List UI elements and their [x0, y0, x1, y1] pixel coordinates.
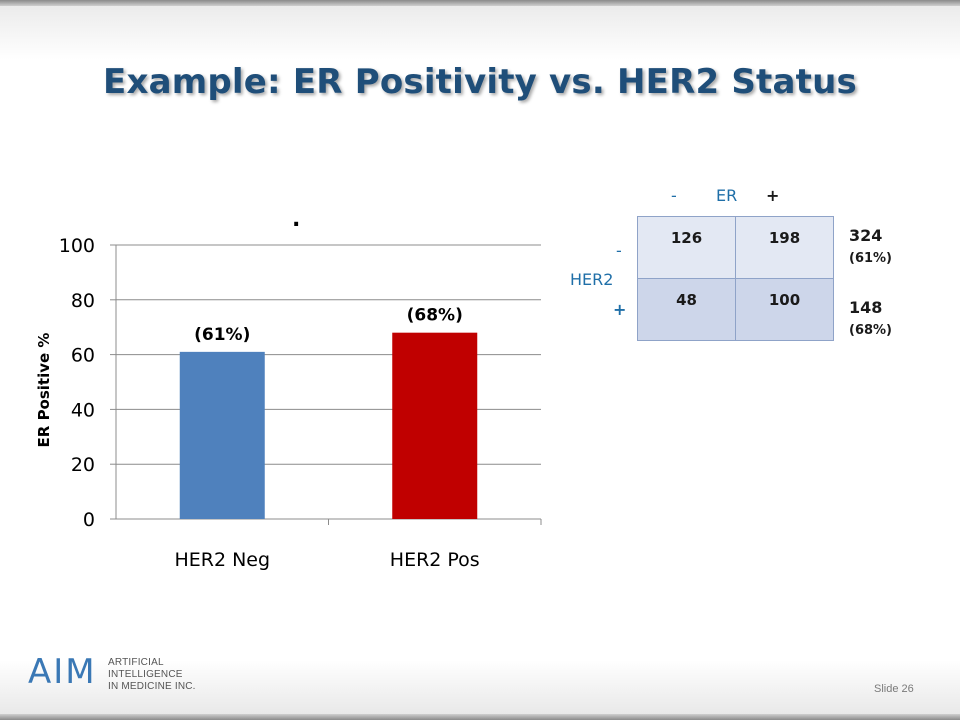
- x-category-label: HER2 Neg: [174, 549, 270, 571]
- x-axis-categories: HER2 Neg HER2 Pos: [174, 549, 479, 571]
- y-tick-label: 100: [59, 235, 95, 257]
- er-minus-header: -: [671, 186, 677, 205]
- bar: [392, 332, 478, 519]
- table-cell: 100: [735, 278, 834, 341]
- top-border: [0, 0, 960, 6]
- bottom-border: [0, 714, 960, 720]
- contingency-table: 126 198 48 100: [637, 216, 834, 341]
- row-total-percent: (68%): [849, 323, 892, 338]
- chart-data-labels: (61%) (68%): [194, 306, 463, 345]
- y-tick-label: 40: [71, 399, 95, 421]
- table-cell: 198: [735, 216, 834, 279]
- her2-minus-header: -: [616, 241, 622, 260]
- er-header-label: ER: [716, 186, 738, 205]
- aim-logo-mark: AIM: [28, 652, 97, 688]
- bar: [179, 351, 265, 519]
- x-category-label: HER2 Pos: [390, 549, 480, 571]
- logo-text: ARTIFICIAL INTELLIGENCE IN MEDICINE INC.: [108, 657, 196, 693]
- logo-line: INTELLIGENCE: [108, 669, 183, 680]
- her2-plus-header: +: [613, 300, 627, 319]
- table-cell: 48: [637, 278, 736, 341]
- logo-line: IN MEDICINE INC.: [108, 681, 196, 692]
- row-total-her2-neg: 324 (61%): [849, 226, 892, 266]
- chart-bars: [179, 332, 478, 519]
- slide-title: Example: ER Positivity vs. HER2 Status: [103, 62, 857, 102]
- row-total-count: 148: [849, 298, 883, 317]
- y-tick-label: 20: [71, 454, 95, 476]
- table-row: 126 198: [637, 216, 834, 279]
- y-axis-label: ER Positive %: [35, 333, 53, 448]
- her2-header-label: HER2: [570, 270, 614, 289]
- er-plus-header: +: [766, 186, 780, 205]
- stray-dot: .: [292, 207, 300, 232]
- y-axis-ticks: 0 20 40 60 80 100: [59, 235, 95, 531]
- y-tick-label: 0: [83, 509, 95, 531]
- row-total-her2-pos: 148 (68%): [849, 298, 892, 338]
- row-total-percent: (61%): [849, 251, 892, 266]
- y-tick-label: 60: [71, 345, 95, 367]
- data-label: (68%): [407, 306, 463, 326]
- row-total-count: 324: [849, 226, 883, 245]
- table-cell: 126: [637, 216, 736, 279]
- y-tick-label: 80: [71, 290, 95, 312]
- aim-logo: AIM: [28, 652, 97, 688]
- slide-number: Slide 26: [874, 683, 914, 695]
- logo-line: ARTIFICIAL: [108, 657, 164, 668]
- data-label: (61%): [194, 325, 250, 345]
- table-row: 48 100: [637, 278, 834, 341]
